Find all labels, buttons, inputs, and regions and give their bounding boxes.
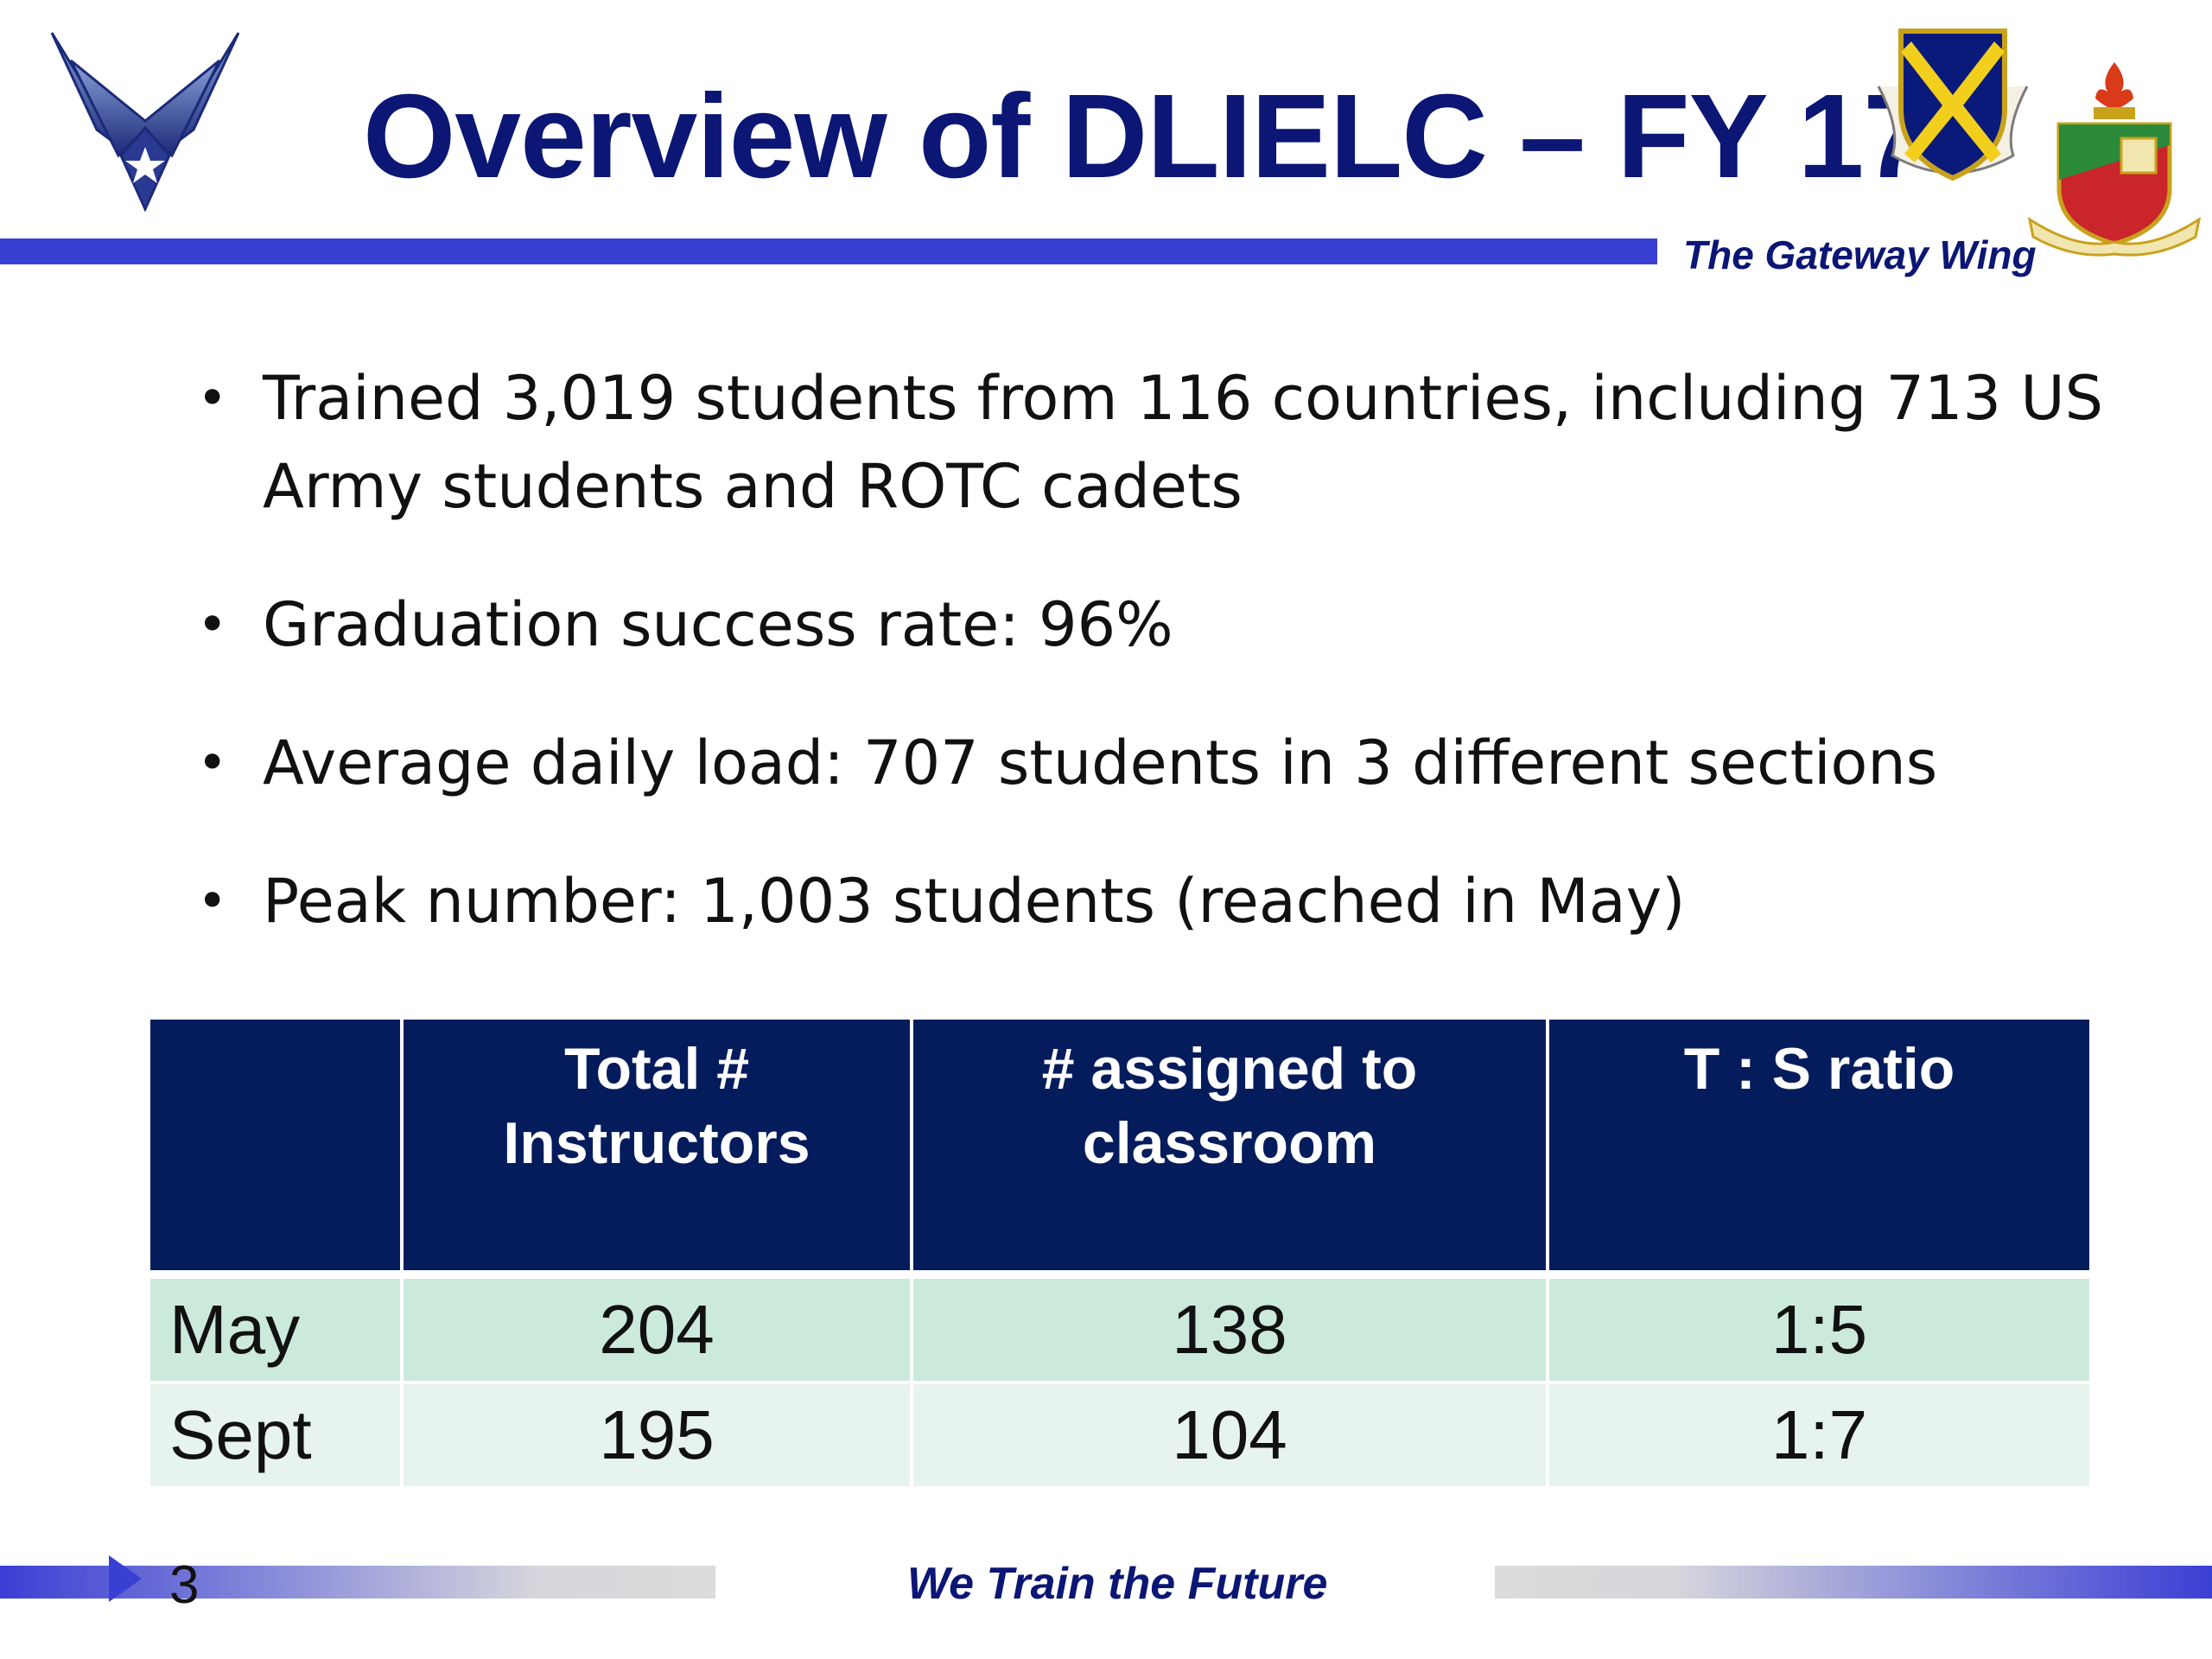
- bullet-item: • Peak number: 1,003 students (reached i…: [188, 857, 2141, 945]
- bullet-item: • Graduation success rate: 96%: [188, 581, 2141, 669]
- table-header-row: Total # Instructors # assigned to classr…: [147, 1020, 2093, 1279]
- bullet-dot-icon: •: [197, 594, 228, 655]
- training-wing-shield-icon: [1877, 29, 2029, 181]
- slide-title: Overview of DLIELC – FY 17: [363, 70, 1929, 203]
- table-row: May 204 138 1:5: [147, 1274, 2093, 1384]
- table-header-cell: Total # Instructors: [400, 1020, 913, 1279]
- table-header-cell: T : S ratio: [1546, 1020, 2093, 1279]
- table-cell: 1:7: [1546, 1382, 2093, 1490]
- table-cell: 204: [400, 1274, 913, 1384]
- bullet-item: • Trained 3,019 students from 116 countr…: [188, 354, 2141, 531]
- table-cell: 195: [400, 1382, 913, 1490]
- bullet-item: • Average daily load: 707 students in 3 …: [188, 719, 2141, 807]
- page-number: 3: [169, 1555, 200, 1615]
- table-cell: Sept: [147, 1382, 404, 1490]
- bullet-text: Graduation success rate: 96%: [263, 589, 1173, 660]
- bullet-text: Peak number: 1,003 students (reached in …: [263, 866, 1686, 937]
- table-header-cell: # assigned to classroom: [910, 1020, 1549, 1279]
- bullet-dot-icon: •: [197, 733, 228, 793]
- bullet-text: Average daily load: 707 students in 3 di…: [263, 728, 1938, 798]
- table-header-cell: [147, 1020, 404, 1279]
- table-cell: May: [147, 1274, 404, 1384]
- table-row: Sept 195 104 1:7: [147, 1382, 2093, 1490]
- table-cell: 1:5: [1546, 1274, 2093, 1384]
- bullet-text: Trained 3,019 students from 116 countrie…: [263, 363, 2104, 522]
- footer-tagline: We Train the Future: [907, 1559, 1328, 1609]
- header-divider-bar: [0, 238, 1657, 264]
- bullet-list: • Trained 3,019 students from 116 countr…: [188, 354, 2141, 995]
- instructor-table: Total # Instructors # assigned to classr…: [147, 1020, 2093, 1490]
- table-cell: 104: [910, 1382, 1549, 1490]
- header-tagline: The Gateway Wing: [1683, 232, 2037, 277]
- footer-left-bar: [0, 1566, 715, 1599]
- language-institute-crest-icon: [2027, 62, 2202, 257]
- footer-right-bar: [1495, 1566, 2212, 1599]
- footer-arrow-icon: [109, 1555, 142, 1602]
- air-force-wings-icon: [50, 32, 240, 213]
- bullet-dot-icon: •: [197, 368, 228, 429]
- bullet-dot-icon: •: [197, 871, 228, 931]
- table-cell: 138: [910, 1274, 1549, 1384]
